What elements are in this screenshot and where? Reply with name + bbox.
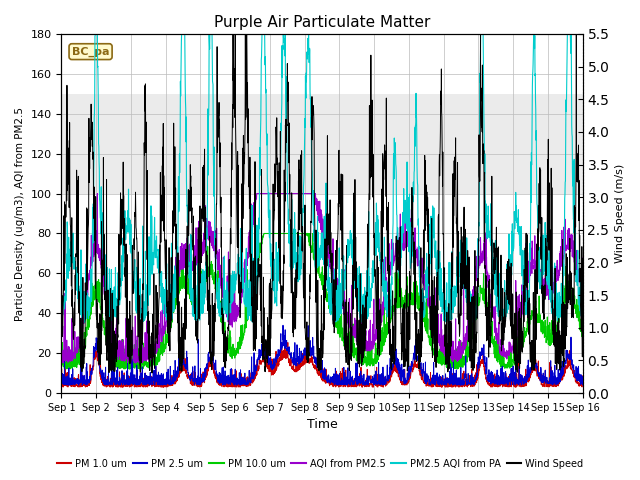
Bar [61,94,582,193]
Y-axis label: Wind Speed (m/s): Wind Speed (m/s) [615,164,625,263]
Text: BC_pa: BC_pa [72,47,109,57]
Title: Purple Air Particulate Matter: Purple Air Particulate Matter [214,15,430,30]
X-axis label: Time: Time [307,419,337,432]
Legend: PM 1.0 um, PM 2.5 um, PM 10.0 um, AQI from PM2.5, PM2.5 AQI from PA, Wind Speed: PM 1.0 um, PM 2.5 um, PM 10.0 um, AQI fr… [53,455,587,473]
Y-axis label: Particle Density (ug/m3), AQI from PM2.5: Particle Density (ug/m3), AQI from PM2.5 [15,107,25,321]
